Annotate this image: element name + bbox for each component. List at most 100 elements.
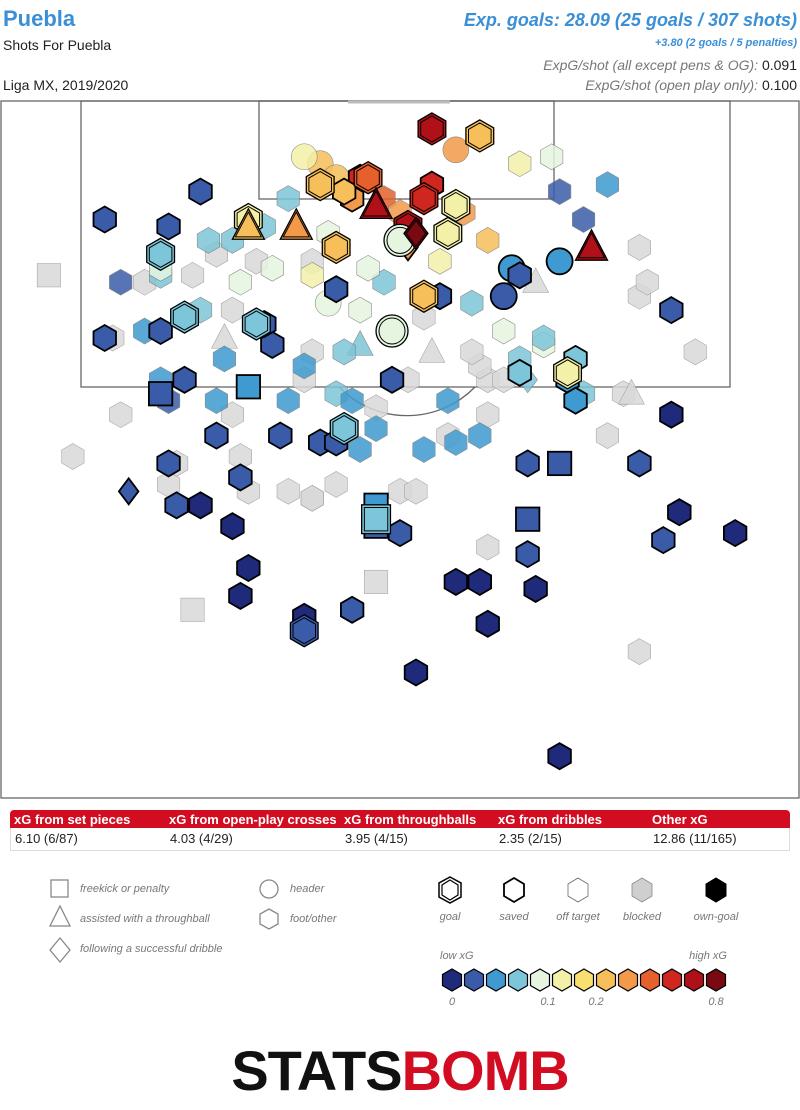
shot-off-target-marker <box>548 178 572 205</box>
shot-goal-inner <box>332 415 356 443</box>
shot-saved-marker <box>228 463 253 492</box>
shot-saved-marker <box>547 742 572 771</box>
shot-blocked-marker <box>617 378 645 405</box>
shot-blocked-marker <box>476 533 500 561</box>
scale-swatch-9 <box>639 968 661 992</box>
shot-off-target-marker <box>532 324 556 352</box>
shot-off-target-marker <box>364 415 388 442</box>
shot-goal-inner <box>444 191 468 220</box>
brand-wordmark: STATSBOMB <box>231 1039 568 1102</box>
shot-saved-marker <box>475 609 500 638</box>
shot-goal-inner <box>172 303 197 331</box>
shot-goal-inner <box>234 211 263 238</box>
shot-saved-marker <box>467 567 492 596</box>
shot-saved-marker <box>188 491 213 520</box>
shot-saved-marker <box>723 519 748 548</box>
shot-saved-marker <box>117 476 140 506</box>
shot-blocked-marker <box>180 597 205 622</box>
legend: freekick or penalty assisted with a thro… <box>48 876 739 1008</box>
scale-tick-02: 0.2 <box>588 996 603 1008</box>
shot-blocked-marker <box>364 569 389 594</box>
shot-saved-marker <box>324 275 349 304</box>
shot-saved-marker <box>236 553 261 583</box>
shot-goal-inner <box>412 185 436 213</box>
shot-saved-marker <box>387 519 413 548</box>
shot-goal-inner <box>468 122 492 150</box>
shot-blocked-marker <box>210 323 238 349</box>
scale-swatch-7 <box>595 968 617 992</box>
shot-goal-inner <box>436 219 460 247</box>
shot-off-target-marker <box>436 387 460 415</box>
shot-goal-inner <box>282 211 311 238</box>
shot-blocked-marker <box>324 471 348 498</box>
shot-saved-marker <box>164 491 189 520</box>
shot-saved-marker <box>332 177 357 206</box>
shot-saved-marker <box>92 205 117 234</box>
scale-swatch-6 <box>573 968 595 992</box>
shot-map <box>0 100 800 799</box>
triangle-icon <box>48 904 72 927</box>
shot-saved-marker <box>268 421 293 450</box>
shot-off-target-marker <box>204 387 228 415</box>
shot-saved-marker <box>228 581 253 610</box>
shot-blocked-marker <box>627 638 651 665</box>
shot-off-target-marker <box>492 317 516 345</box>
shot-off-target-marker <box>348 436 372 463</box>
shot-blocked-marker <box>109 401 133 429</box>
breakdown-value-throughballs: 3.95 (4/15) <box>345 831 408 846</box>
shot-saved-marker <box>340 595 365 624</box>
shot-saved-marker <box>172 365 197 394</box>
team-name: Puebla <box>3 6 76 31</box>
scale-tick-0: 0 <box>449 996 456 1008</box>
breakdown-value-set-pieces: 6.10 (6/87) <box>15 831 78 846</box>
shot-off-target-marker <box>412 436 436 463</box>
outcome-legend <box>438 876 727 904</box>
shot-blocked-marker <box>61 443 85 470</box>
shot-saved-marker <box>156 449 181 478</box>
xg-per-shot-value: 0.091 <box>761 57 797 73</box>
shot-goal-inner <box>577 231 606 259</box>
shot-blocked-marker <box>276 477 300 505</box>
breakdown-value-other: 12.86 (11/165) <box>653 831 737 846</box>
shot-saved-marker <box>545 247 574 276</box>
shot-saved-marker <box>523 574 548 603</box>
shot-saved-marker <box>515 506 541 532</box>
scale-swatch-0 <box>441 968 463 992</box>
shot-off-target-marker <box>332 338 356 366</box>
shot-off-target-marker <box>212 345 236 373</box>
shot-blocked-marker <box>36 263 61 288</box>
shot-saved-marker <box>667 498 692 527</box>
shot-off-target-marker <box>460 289 484 317</box>
xg-per-shot-label: ExpG/shot (all except pens & OG): <box>543 57 759 73</box>
diamond-icon <box>49 936 71 964</box>
xg-headline: Exp. goals: 28.09 (25 goals / 307 shots) <box>463 10 797 30</box>
shot-blocked-marker <box>220 296 244 324</box>
shot-off-target-marker <box>348 296 372 324</box>
shot-off-target-marker <box>260 254 284 282</box>
shot-off-target-marker <box>468 422 492 449</box>
shot-saved-marker <box>515 449 540 478</box>
breakdown-value-dribbles: 2.35 (2/15) <box>499 831 562 846</box>
shot-goal-inner <box>412 282 436 310</box>
shot-off-target-marker <box>444 429 468 456</box>
scale-swatch-8 <box>617 968 639 992</box>
shot-saved-marker <box>403 658 429 687</box>
shot-blocked-marker <box>627 234 651 261</box>
shot-off-target-marker <box>340 387 364 415</box>
shot-goal-inner <box>148 240 173 268</box>
xg-color-scale <box>441 968 727 992</box>
legend-dribble: following a successful dribble <box>80 943 222 955</box>
shot-goal-inner <box>363 507 389 532</box>
xg-per-shot-open-play-label: ExpG/shot (open play only): <box>585 77 759 93</box>
shot-off-target-marker <box>428 247 452 275</box>
shot-off-target-marker <box>290 143 318 171</box>
shot-goal-inner <box>420 115 444 143</box>
legend-saved: saved <box>499 911 529 923</box>
xg-breakdown-header: xG from set pieces xG from open-play cro… <box>10 810 790 828</box>
shot-blocked-marker <box>460 338 484 366</box>
competition-label: Liga MX, 2019/2020 <box>3 77 129 93</box>
penalty-line: +3.80 (2 goals / 5 penalties) <box>654 37 797 49</box>
shot-saved-marker <box>260 330 285 359</box>
shot-goal-inner <box>378 317 406 345</box>
square-icon <box>50 879 69 898</box>
